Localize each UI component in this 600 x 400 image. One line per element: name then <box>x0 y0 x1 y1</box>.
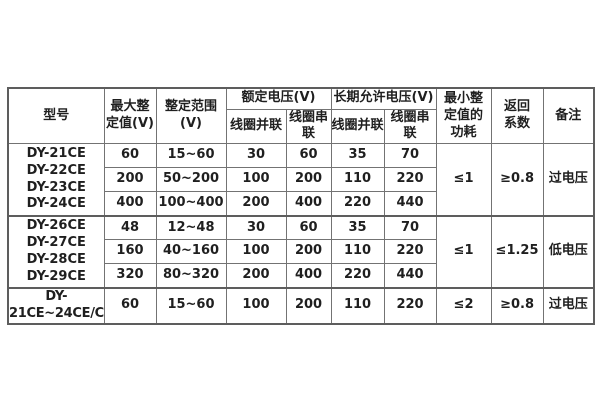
cell-g1-r3-max: 400 <box>103 191 157 217</box>
cell-g1-r2-max: 200 <box>103 167 157 193</box>
cell-g1-r1-rated-series: 60 <box>285 143 332 169</box>
table-row-g2-1: DY-26CE DY-27CE DY-28CE DY-29CE 48 12~48… <box>7 214 595 289</box>
cell-last-remark: 过电压 <box>542 286 595 325</box>
cell-g1-power: ≤1 <box>435 143 492 217</box>
cell-g1-r3-rated-parallel: 200 <box>225 191 287 217</box>
cell-g2-r2-rated-parallel: 100 <box>225 239 287 265</box>
cell-g2-r1-rated-parallel: 30 <box>225 214 287 241</box>
header-return-coeff: 返回 系数 <box>490 87 544 145</box>
cell-g1-coeff: ≥0.8 <box>490 143 544 217</box>
cell-g1-r2-longterm-series: 220 <box>383 167 437 193</box>
cell-g2-r3-rated-series: 400 <box>285 263 332 289</box>
cell-last-longterm-parallel: 110 <box>330 286 385 325</box>
table-row-g1-1: DY-21CE DY-22CE DY-23CE DY-24CE 60 15~60… <box>7 143 595 217</box>
cell-last-rated-series: 200 <box>285 286 332 325</box>
header-model: 型号 <box>7 87 105 145</box>
header-remark: 备注 <box>542 87 595 145</box>
cell-g2-r1-longterm-parallel: 35 <box>330 214 385 241</box>
cell-g2-r1-rated-series: 60 <box>285 214 332 241</box>
cell-g1-r1-longterm-series: 70 <box>383 143 437 169</box>
cell-g2-r2-range: 40~160 <box>155 239 227 265</box>
cell-g1-r1-longterm-parallel: 35 <box>330 143 385 169</box>
cell-g2-r3-rated-parallel: 200 <box>225 263 287 289</box>
header-rated-voltage: 额定电压(V) <box>225 87 332 110</box>
cell-g2-r2-longterm-parallel: 110 <box>330 239 385 265</box>
cell-g1-r3-longterm-series: 440 <box>383 191 437 217</box>
cell-g1-r3-longterm-parallel: 220 <box>330 191 385 217</box>
cell-g1-r1-rated-parallel: 30 <box>225 143 287 169</box>
cell-g1-r1-max: 60 <box>103 143 157 169</box>
cell-last-range: 15~60 <box>155 286 227 325</box>
cell-g2-remark: 低电压 <box>542 214 595 289</box>
cell-g2-coeff: ≤1.25 <box>490 214 544 289</box>
header-row-1: 型号 最大整 定值(V) 整定范围 (V) 额定电压(V) 长期允许电压(V) … <box>7 87 595 145</box>
cell-g1-r2-rated-parallel: 100 <box>225 167 287 193</box>
cell-last-longterm-series: 220 <box>383 286 437 325</box>
cell-g2-r2-max: 160 <box>103 239 157 265</box>
header-rated-coil-series: 线圈串联 <box>285 108 332 145</box>
cell-last-rated-parallel: 100 <box>225 286 287 325</box>
cell-g2-r3-longterm-parallel: 220 <box>330 263 385 289</box>
relay-spec-table-container: 型号 最大整 定值(V) 整定范围 (V) 额定电压(V) 长期允许电压(V) … <box>7 87 596 325</box>
header-row-2: 线圈并联 线圈串联 线圈并联 线圈串联 <box>8 108 594 145</box>
cell-g2-power: ≤1 <box>435 214 492 289</box>
cell-last-max: 60 <box>103 286 157 325</box>
header-max-setting: 最大整 定值(V) <box>103 87 157 145</box>
cell-g2-r2-longterm-series: 220 <box>383 239 437 265</box>
cell-g2-r3-range: 80~320 <box>155 263 227 289</box>
cell-last-power: ≤2 <box>435 286 492 325</box>
relay-spec-table: 型号 最大整 定值(V) 整定范围 (V) 额定电压(V) 长期允许电压(V) … <box>7 87 596 325</box>
cell-g2-r1-max: 48 <box>103 214 157 241</box>
cell-g1-r2-rated-series: 200 <box>285 167 332 193</box>
cell-g1-models: DY-21CE DY-22CE DY-23CE DY-24CE <box>7 143 105 217</box>
cell-last-model: DY-21CE~24CE/C <box>7 286 105 325</box>
cell-g2-r3-longterm-series: 440 <box>383 263 437 289</box>
table-row-last: DY-21CE~24CE/C 60 15~60 100 200 110 220 … <box>7 286 595 325</box>
header-longterm-coil-series: 线圈串联 <box>383 108 437 145</box>
header-rated-coil-parallel: 线圈并联 <box>225 108 287 145</box>
cell-g1-r1-range: 15~60 <box>155 143 227 169</box>
header-longterm-voltage: 长期允许电压(V) <box>330 87 437 110</box>
cell-g1-remark: 过电压 <box>542 143 595 217</box>
cell-g2-r1-longterm-series: 70 <box>383 214 437 241</box>
header-setting-range: 整定范围 (V) <box>155 87 227 145</box>
cell-g1-r2-range: 50~200 <box>155 167 227 193</box>
cell-g1-r3-rated-series: 400 <box>285 191 332 217</box>
cell-g1-r3-range: 100~400 <box>155 191 227 217</box>
cell-last-coeff: ≥0.8 <box>490 286 544 325</box>
cell-g2-r2-rated-series: 200 <box>285 239 332 265</box>
cell-g2-r3-max: 320 <box>103 263 157 289</box>
cell-g2-r1-range: 12~48 <box>155 214 227 241</box>
cell-g1-r2-longterm-parallel: 110 <box>330 167 385 193</box>
header-longterm-coil-parallel: 线圈并联 <box>330 108 385 145</box>
cell-g2-models: DY-26CE DY-27CE DY-28CE DY-29CE <box>7 214 105 289</box>
table-row-g1-2: 200 50~200 100 200 110 220 <box>8 167 594 193</box>
table-row-g2-2: 160 40~160 100 200 110 220 <box>8 239 594 265</box>
header-min-power: 最小整 定值的 功耗 <box>435 87 492 145</box>
